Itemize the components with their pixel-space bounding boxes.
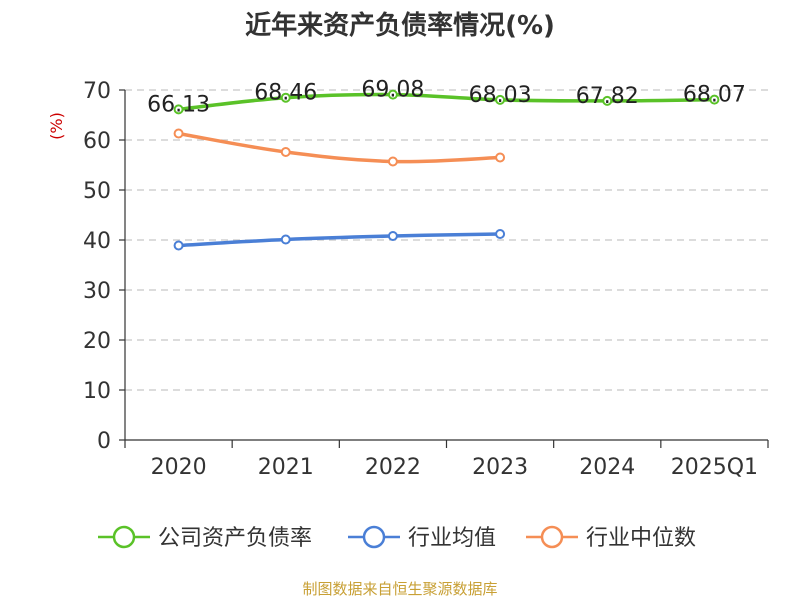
legend-label: 行业中位数 [586, 526, 696, 551]
y-tick-label: 60 [83, 129, 111, 154]
data-label: 69.08 [361, 78, 424, 103]
data-point[interactable] [387, 231, 398, 241]
data-point[interactable] [280, 147, 291, 157]
data-point[interactable] [387, 156, 398, 167]
x-tick-label: 2024 [579, 455, 635, 480]
x-tick-label: 2025Q1 [671, 455, 758, 480]
chart-title: 近年来资产负债率情况(%) [245, 10, 555, 41]
data-point[interactable] [173, 240, 184, 251]
data-point[interactable] [173, 128, 184, 139]
legend-swatch-marker [540, 525, 564, 549]
y-tick-label: 10 [83, 379, 111, 404]
data-label: 67.82 [576, 84, 639, 109]
data-point[interactable] [495, 94, 506, 105]
y-tick-label: 50 [83, 179, 111, 204]
data-label: 68.07 [683, 83, 746, 108]
series-line [178, 131, 501, 164]
source-note: 制图数据来自恒生聚源数据库 [302, 580, 497, 598]
legend-swatch-marker [112, 525, 136, 549]
legend-label: 行业均值 [408, 526, 496, 551]
data-label: 66.13 [147, 92, 210, 117]
data-label-layer: 66.13 68.46 69.08 68.03 67.82 68.07 [147, 78, 746, 118]
series-line [178, 232, 501, 248]
legend-item-2[interactable]: 行业中位数 [526, 525, 696, 551]
data-point[interactable] [602, 95, 613, 106]
axis-layer: 0 10 20 30 40 50 60 70 2020 2021 2022 2023 2024 2025Q… [83, 79, 769, 480]
series-0 [173, 89, 720, 115]
data-point[interactable] [709, 94, 720, 105]
y-tick-label: 0 [97, 429, 111, 454]
series-layer [173, 89, 720, 251]
legend: 公司资产负债率 行业均值 行业中位数 [98, 525, 696, 551]
legend-item-1[interactable]: 行业均值 [348, 525, 496, 551]
data-point[interactable] [495, 152, 506, 163]
data-label: 68.46 [254, 81, 317, 106]
legend-label: 公司资产负债率 [158, 526, 312, 551]
y-tick-label: 20 [83, 329, 111, 354]
data-point[interactable] [280, 234, 291, 245]
grid-layer [125, 89, 768, 391]
data-point[interactable] [387, 89, 398, 100]
series-1 [173, 229, 506, 251]
data-point[interactable] [173, 104, 184, 115]
data-point[interactable] [280, 92, 291, 103]
y-tick-label: 40 [83, 229, 111, 254]
y-tick-label: 70 [83, 79, 111, 104]
y-tick-label: 30 [83, 279, 111, 304]
series-2 [173, 128, 506, 167]
x-tick-label: 2022 [365, 455, 421, 480]
legend-swatch-marker [362, 525, 386, 549]
y-axis-unit: (%) [47, 112, 66, 140]
x-tick-label: 2020 [151, 455, 207, 480]
series-line [178, 92, 715, 112]
legend-item-0[interactable]: 公司资产负债率 [98, 525, 312, 551]
data-label: 68.03 [469, 83, 532, 108]
data-point[interactable] [495, 229, 506, 239]
x-tick-label: 2021 [258, 455, 314, 480]
x-tick-label: 2023 [472, 455, 528, 480]
